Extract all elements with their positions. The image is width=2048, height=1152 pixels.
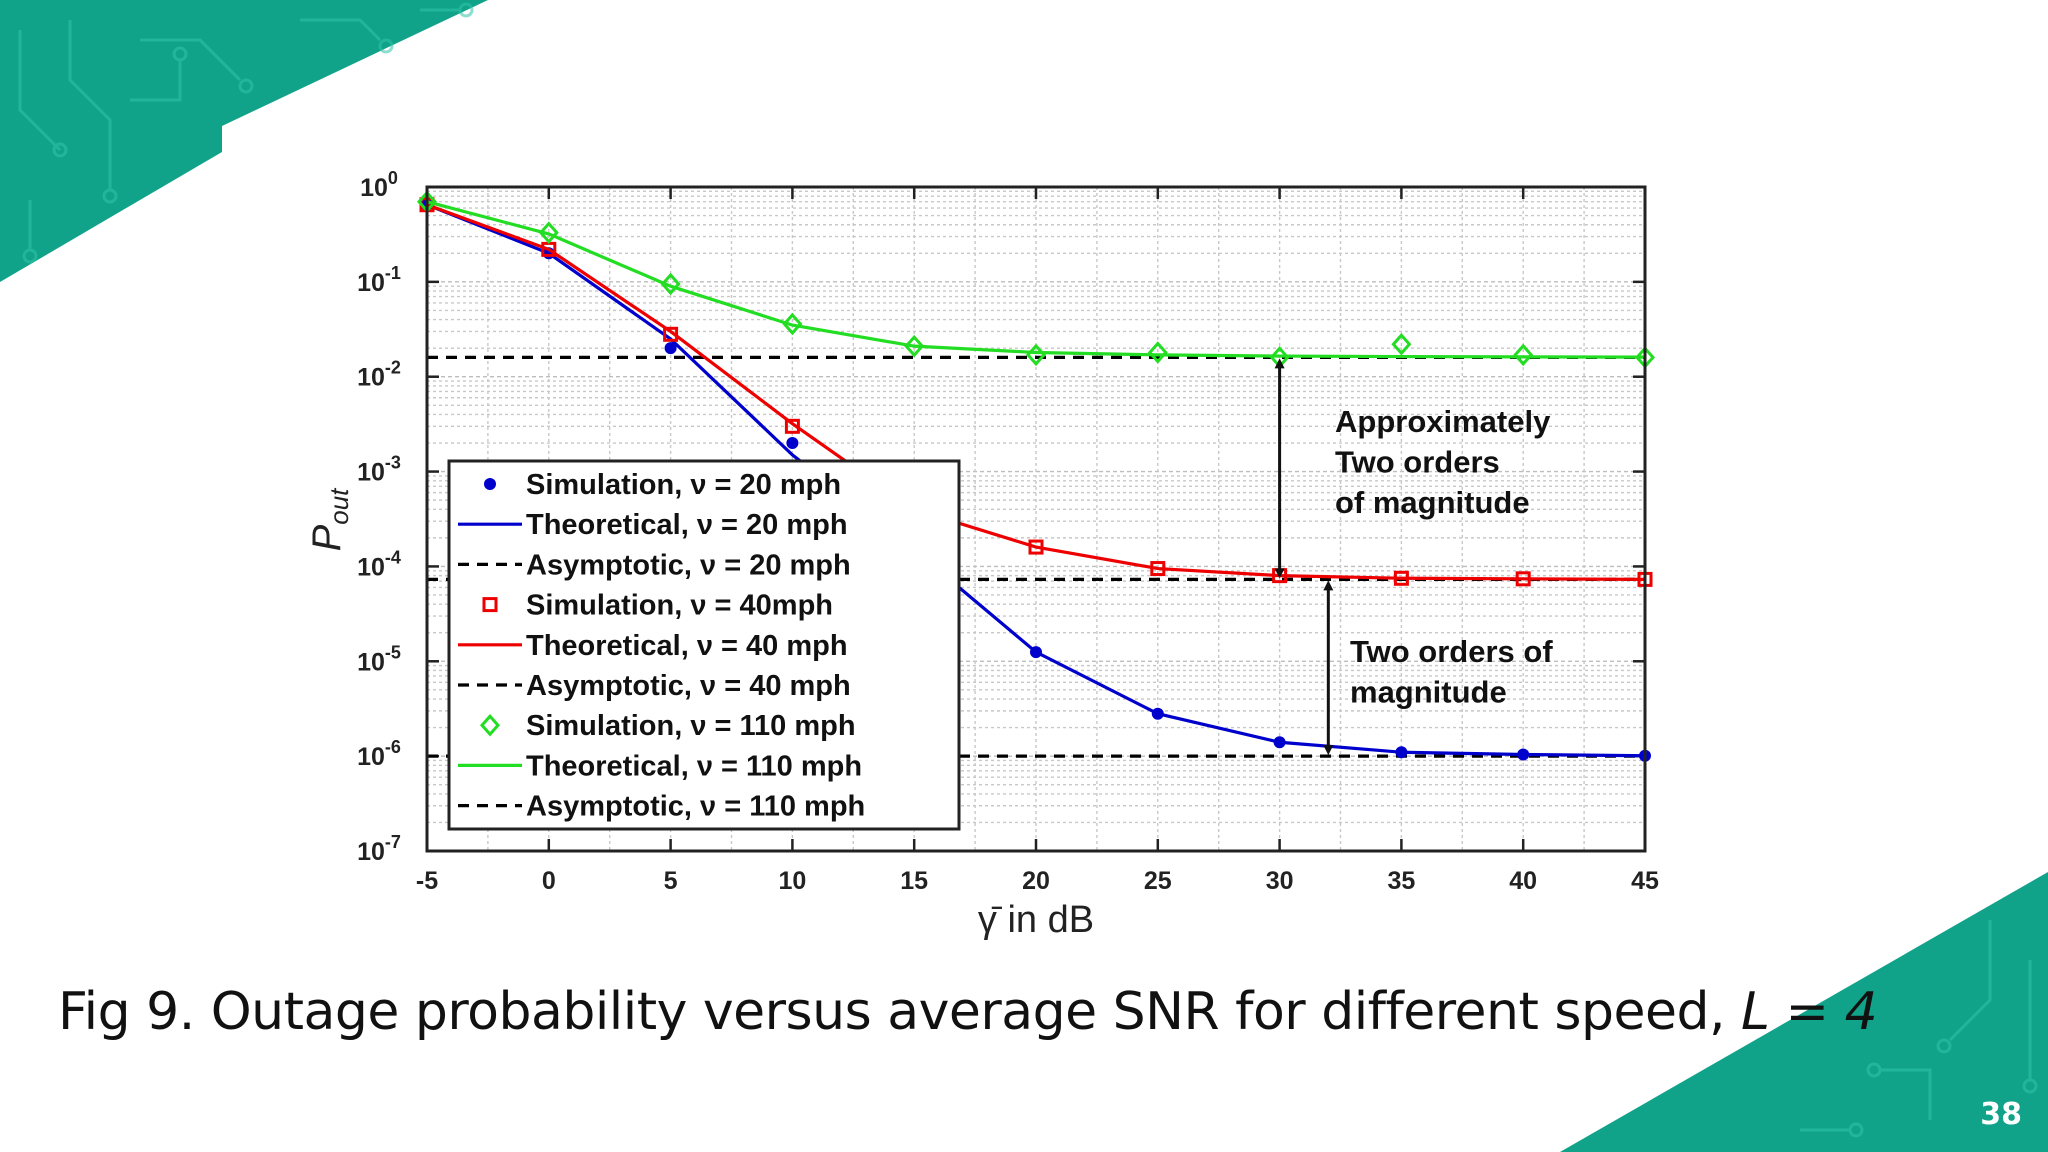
circuit-pattern-top-left [18,2,474,264]
y-tick-base: 10 [357,838,385,866]
data-point [1147,341,1168,364]
y-tick-label: 10-4 [357,547,401,581]
y-tick-exponent: -6 [385,737,401,757]
data-point [1513,343,1534,367]
y-tick-label: 10-6 [357,737,401,771]
y-tick-label: 10-5 [357,642,401,676]
legend: Simulation, ν = 20 mph Theoretical, ν = 2… [447,459,961,831]
x-tick-label: 0 [542,867,556,895]
series-line-theoretical-7 [426,200,1646,359]
legend-label: Theoretical, ν = 40 mph [526,630,848,662]
y-tick-label: 100 [360,168,398,202]
data-point [660,272,681,296]
data-point [786,437,799,450]
y-tick-label: 10-1 [357,263,401,297]
legend-box [447,459,961,831]
caption-text: Fig 9. Outage probability versus average… [58,982,1742,1042]
legend-label: Asymptotic, ν = 110 mph [526,791,865,823]
plot-frame [425,185,1647,853]
data-point [782,312,803,336]
y-tick-exponent: 0 [388,168,398,188]
bottom-right-accent-shape [1560,872,2048,1152]
annotations: Approximately Two orders of magnitude Two o… [1274,358,1553,756]
legend-marker [482,597,498,613]
y-tick-exponent: -3 [385,453,401,473]
x-tick-label: 10 [778,867,806,895]
series-line-theoretical-4 [426,203,1646,581]
series-line-theoretical-1 [426,203,1646,758]
x-tick-label: -5 [416,867,438,895]
x-tick-labels: -5 0 5 10 15 20 25 30 35 40 45 [416,867,1659,895]
y-tick-exponent: -7 [385,832,401,852]
y-tick-base: 10 [357,364,385,392]
top-left-accent-shape [0,0,488,282]
y-tick-exponent: -5 [385,642,401,662]
x-axis-label: γ̄ in dB [978,899,1094,941]
legend-label: Simulation, ν = 40mph [526,590,833,622]
legend-marker [484,478,496,490]
legend-label: Asymptotic, ν = 20 mph [526,549,851,581]
x-tick-label: 35 [1387,867,1415,895]
x-tick-label: 20 [1022,867,1050,895]
caption-italic: L = 4 [1741,982,1878,1042]
y-tick-base: 10 [357,269,385,297]
legend-label: Asymptotic, ν = 40 mph [526,670,851,702]
y-tick-base: 10 [357,648,385,676]
annotation-text: of magnitude [1335,485,1530,520]
legend-label: Simulation, ν = 20 mph [526,469,841,501]
plot-grid [425,185,1647,853]
annotation-text: Two orders of [1350,634,1553,669]
y-tick-label: 10-7 [357,832,401,866]
data-point [904,334,925,358]
y-tick-base: 10 [357,459,385,487]
circuit-pattern-bottom-right [1800,920,2038,1138]
x-tick-label: 5 [664,867,678,895]
x-tick-label: 30 [1266,867,1294,895]
x-tick-label: 25 [1144,867,1172,895]
legend-label: Simulation, ν = 110 mph [526,710,856,742]
annotation-text: Two orders [1335,445,1500,480]
series-layer [416,190,1656,762]
x-tick-label: 40 [1509,867,1537,895]
data-point [664,342,677,355]
y-tick-exponent: -1 [385,263,401,283]
page-number: 38 [1980,1097,2022,1132]
y-tick-exponent: -2 [385,358,401,378]
x-tick-label: 15 [900,867,928,895]
legend-label: Theoretical, ν = 110 mph [526,750,862,782]
data-point [1391,332,1412,356]
figure-caption: Fig 9. Outage probability versus average… [58,982,1878,1042]
y-axis-label-main: P [305,524,349,551]
y-axis-label: Pout [305,487,354,552]
legend-items: Simulation, ν = 20 mph Theoretical, ν = 2… [458,469,865,823]
legend-label: Theoretical, ν = 20 mph [526,509,848,541]
y-tick-exponent: -4 [385,547,401,567]
data-point [538,221,559,244]
legend-marker [479,713,501,737]
y-axis-label-sub: out [324,487,354,525]
y-tick-label: 10-2 [357,358,401,392]
y-tick-base: 10 [357,553,385,581]
annotation-text: Approximately [1335,404,1551,439]
x-tick-label: 45 [1631,867,1659,895]
annotation-text: magnitude [1350,675,1507,710]
y-tick-base: 10 [357,743,385,771]
y-tick-label: 10-3 [357,453,401,487]
y-tick-base: 10 [360,174,388,202]
